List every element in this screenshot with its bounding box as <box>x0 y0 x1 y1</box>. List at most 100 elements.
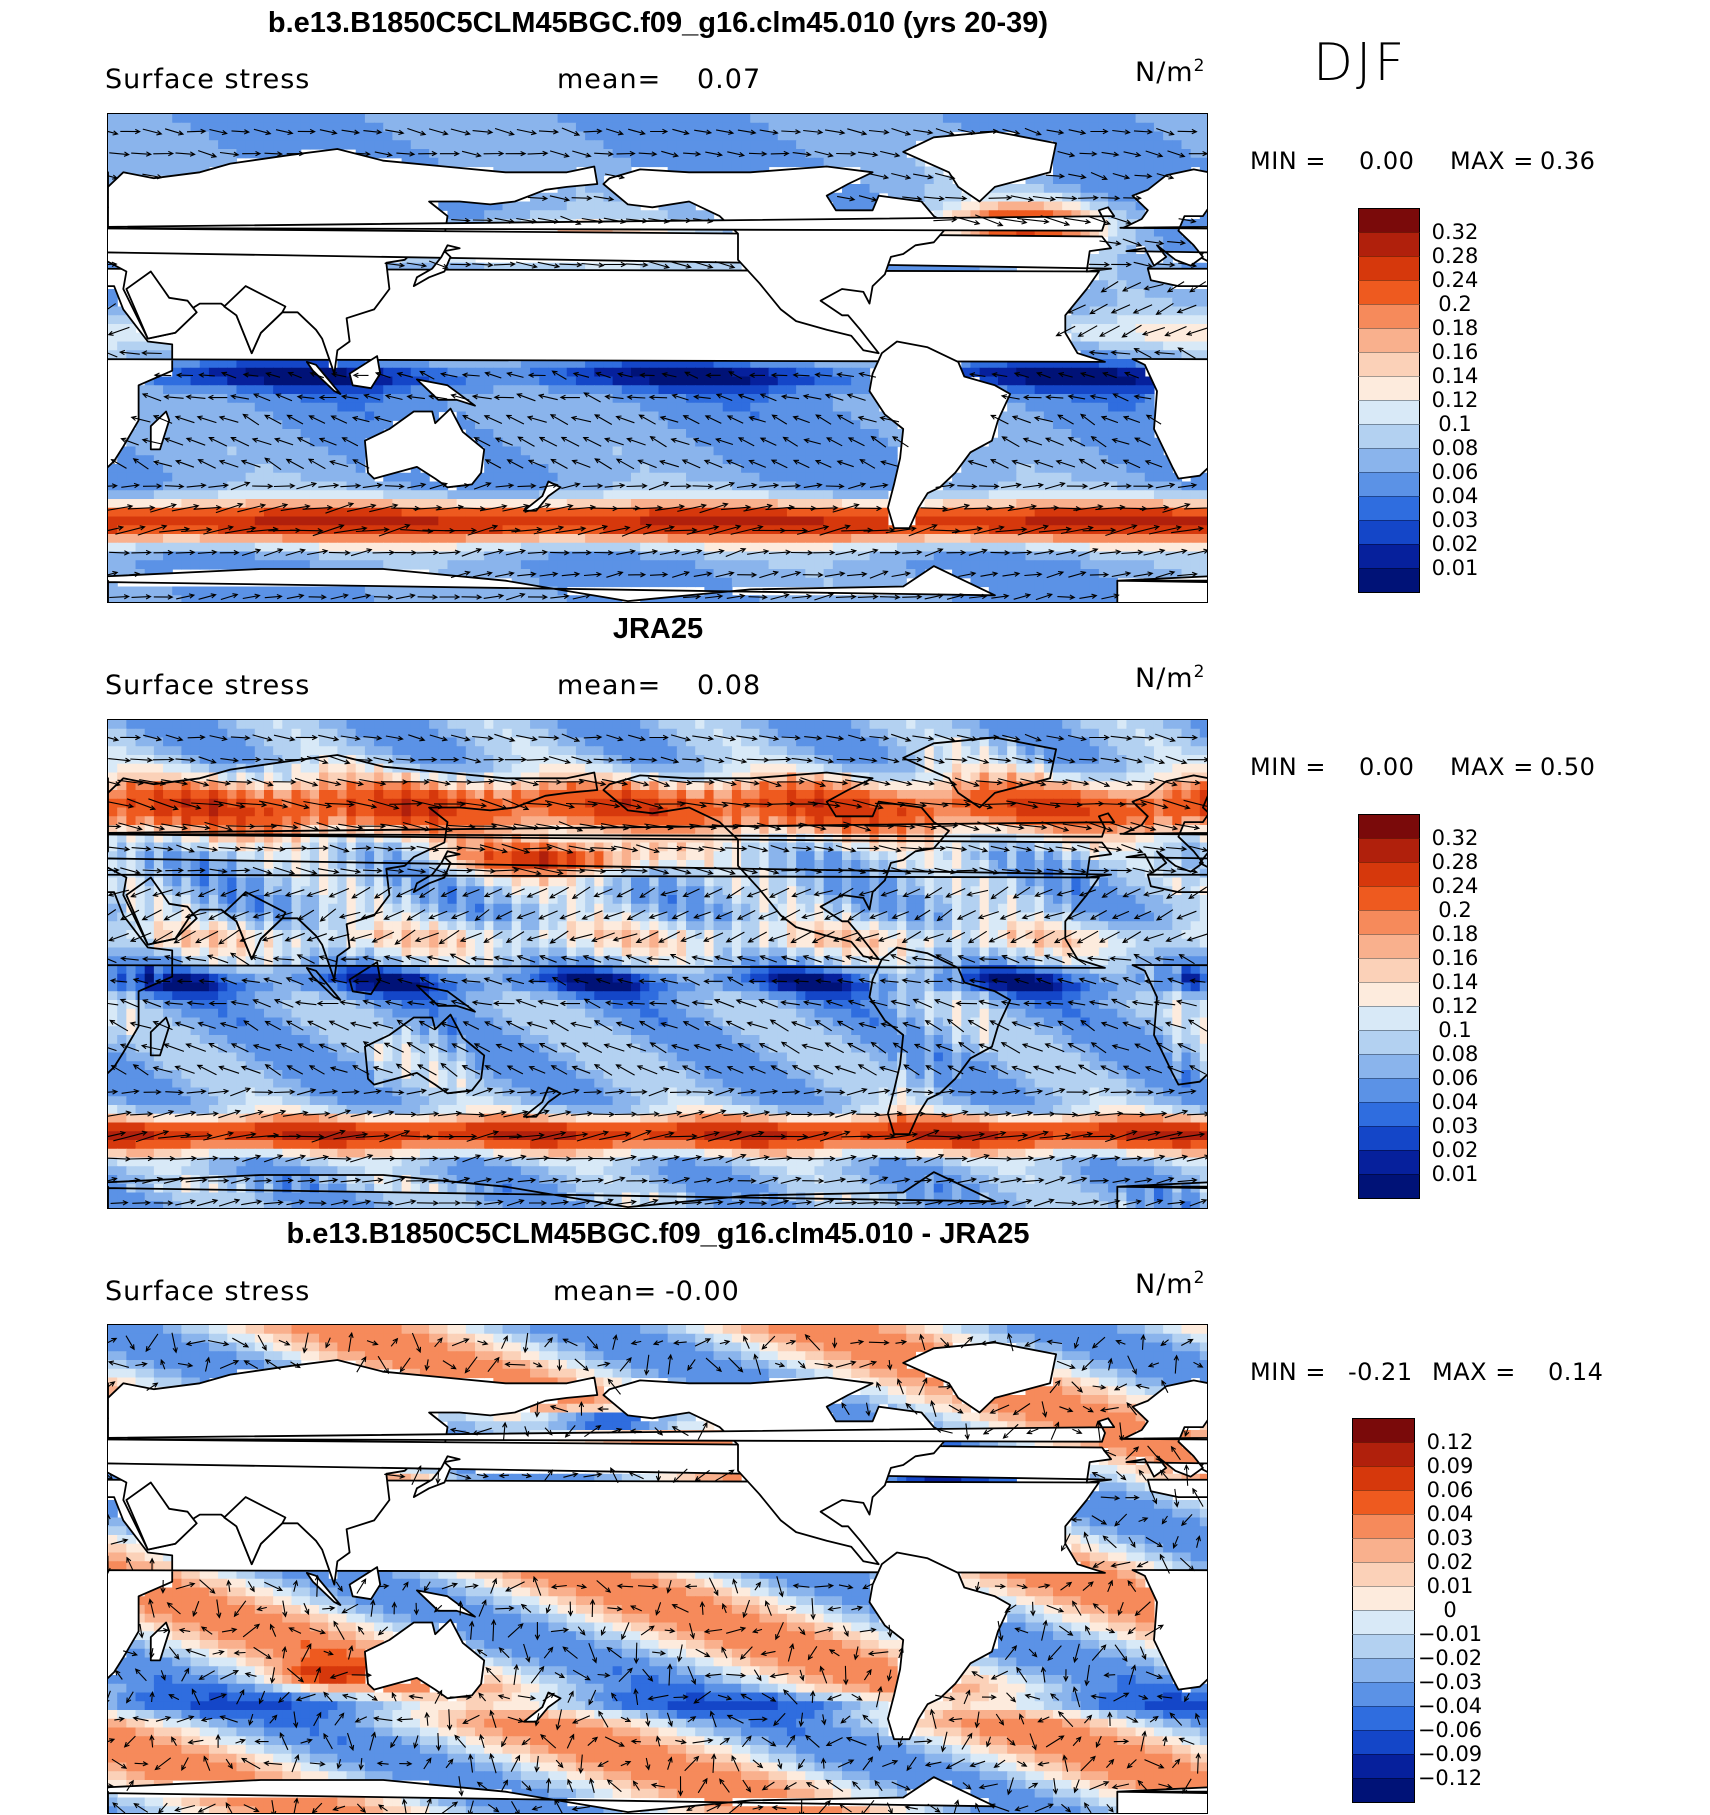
stress-arrow <box>1083 1133 1116 1139</box>
stress-arrow <box>1164 325 1187 337</box>
stress-arrow <box>798 1799 805 1813</box>
stress-arrow <box>407 482 427 489</box>
stress-arrow <box>790 931 813 944</box>
stress-arrow <box>596 1580 612 1593</box>
stress-arrow <box>567 504 597 511</box>
stress-arrow <box>306 845 329 851</box>
stress-arrow <box>626 909 646 921</box>
stress-arrow <box>885 526 917 534</box>
stress-arrow <box>290 528 324 534</box>
stress-arrow <box>1100 281 1119 293</box>
stress-arrow <box>1050 1693 1060 1701</box>
stress-arrow <box>242 1623 261 1638</box>
stress-arrow <box>526 756 550 763</box>
stress-arrow <box>472 1087 494 1097</box>
stress-arrow <box>461 150 482 158</box>
stress-arrow <box>252 999 271 1008</box>
stress-arrow <box>598 1710 609 1728</box>
stress-arrow <box>328 1020 349 1031</box>
stress-arrow <box>1080 1019 1095 1032</box>
stress-arrow <box>1122 1155 1143 1161</box>
stress-arrow <box>132 1064 149 1076</box>
stress-arrow <box>350 1154 374 1163</box>
stress-arrow <box>769 887 790 898</box>
stress-arrow <box>914 1177 933 1184</box>
stress-arrow <box>340 956 360 962</box>
stress-arrow <box>1088 1087 1111 1096</box>
stress-arrow <box>1042 779 1069 786</box>
stress-arrow <box>587 1736 599 1747</box>
stress-arrow <box>1156 173 1175 180</box>
stress-arrow <box>250 954 273 963</box>
stress-arrow <box>560 215 582 226</box>
stress-arrow <box>1189 1198 1207 1207</box>
stress-arrow <box>411 799 444 810</box>
stress-arrow <box>604 173 626 180</box>
stress-arrow <box>513 1663 519 1685</box>
stress-arrow <box>1143 283 1164 291</box>
stress-arrow <box>628 1471 644 1480</box>
stress-arrow <box>1056 1154 1077 1162</box>
stress-arrow <box>281 1645 288 1659</box>
stress-arrow <box>485 1666 501 1683</box>
stress-arrow <box>933 217 958 223</box>
colorbar-swatch <box>1352 1778 1415 1803</box>
stress-arrow <box>629 1605 643 1612</box>
stress-arrow <box>423 1757 432 1770</box>
stress-arrow <box>1169 1132 1206 1140</box>
units-label-model: N/m2 <box>1135 56 1206 88</box>
stress-arrow <box>323 1691 333 1703</box>
stress-arrow <box>681 1065 701 1075</box>
stress-arrow <box>1156 1694 1173 1700</box>
stress-arrow <box>989 757 1012 764</box>
stress-arrow <box>703 1154 725 1162</box>
stress-arrow <box>236 1688 245 1705</box>
stress-arrow <box>797 1131 830 1141</box>
stress-arrow <box>252 911 271 919</box>
stress-arrow <box>773 1712 786 1727</box>
stress-arrow <box>558 821 584 832</box>
stress-arrow <box>438 929 460 945</box>
stress-arrow <box>437 845 463 851</box>
stress-arrow <box>516 911 536 920</box>
stress-arrow <box>1148 525 1183 535</box>
stress-arrow <box>439 1155 461 1161</box>
stress-arrow <box>914 909 931 921</box>
stress-arrow <box>655 504 686 511</box>
stress-arrow <box>1027 801 1061 809</box>
stress-arrow <box>572 1669 591 1681</box>
coastline-india <box>223 285 287 355</box>
stress-arrow <box>538 910 558 920</box>
stress-arrow <box>594 458 612 470</box>
stress-arrow <box>757 910 779 920</box>
stress-arrow <box>715 129 735 135</box>
stress-arrow <box>990 550 1011 556</box>
stress-arrow <box>1134 1043 1151 1052</box>
stress-arrow <box>413 1602 420 1616</box>
stress-arrow <box>341 437 359 447</box>
stress-arrow <box>616 888 634 898</box>
stress-arrow <box>333 1131 369 1140</box>
stress-arrow <box>815 414 832 425</box>
stress-arrow <box>574 1358 589 1372</box>
stress-arrow <box>537 217 561 224</box>
stress-arrow <box>435 1732 442 1752</box>
stress-arrow <box>418 887 435 898</box>
stress-arrow <box>307 1020 327 1031</box>
stress-arrow <box>990 1065 1009 1075</box>
stress-arrow <box>1102 1535 1117 1549</box>
stress-arrow <box>571 1065 591 1074</box>
stress-arrow <box>218 415 239 423</box>
stress-arrow <box>1021 910 1044 920</box>
stress-arrow <box>1061 1803 1072 1813</box>
stress-arrow <box>108 1555 111 1574</box>
stress-arrow <box>1145 414 1162 425</box>
stress-arrow <box>836 414 854 425</box>
stress-arrow <box>1091 1472 1106 1479</box>
stress-arrow <box>174 1110 197 1117</box>
stress-arrow <box>1033 1111 1056 1117</box>
stress-arrow <box>944 757 968 763</box>
stress-arrow <box>506 371 524 378</box>
stress-arrow <box>1135 1383 1150 1389</box>
stress-arrow <box>1105 524 1138 537</box>
